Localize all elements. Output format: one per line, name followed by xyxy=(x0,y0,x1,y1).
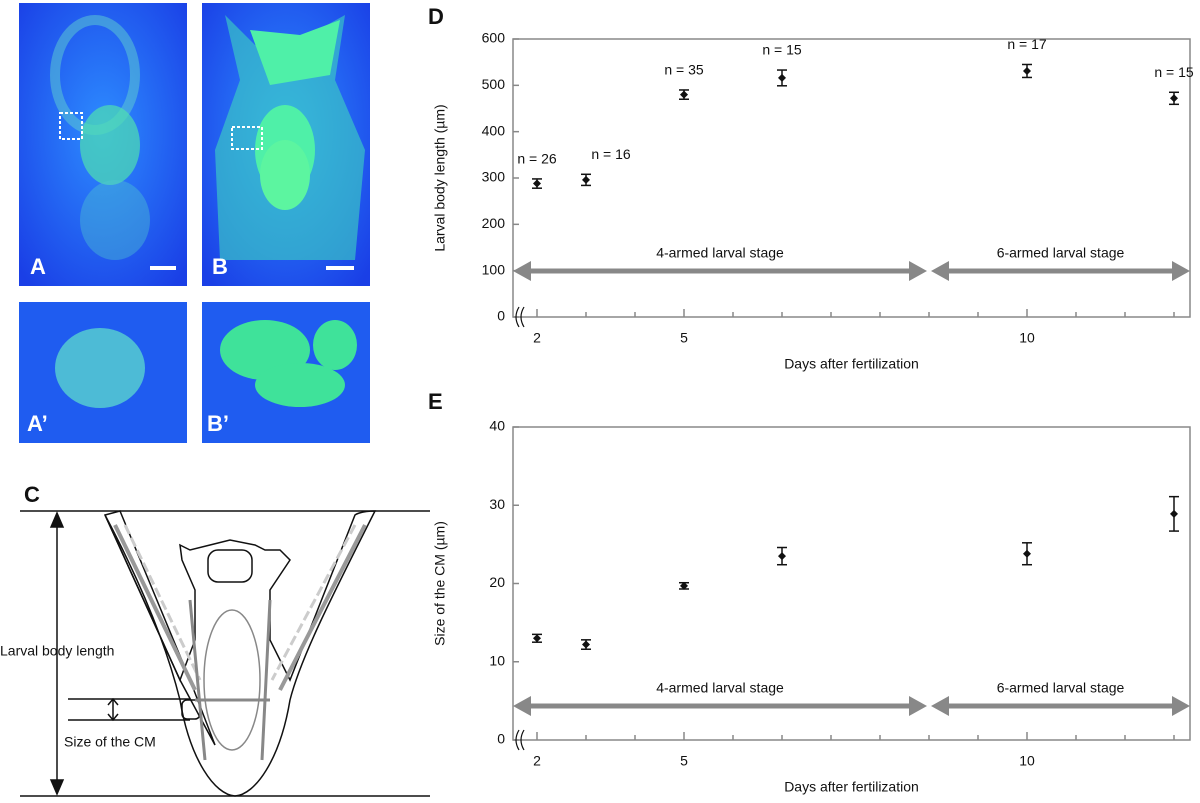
y-tick-label: 200 xyxy=(482,215,506,231)
panel-label: C xyxy=(24,482,40,507)
photo-a-prime: A’ xyxy=(19,302,187,443)
x-tick-label: 2 xyxy=(533,753,541,769)
diagram-c: Larval body length Size of the CM xyxy=(0,510,430,797)
x-tick-label: 5 xyxy=(680,330,688,346)
y-tick-label: 600 xyxy=(482,30,506,46)
stage-label: 6-armed larval stage xyxy=(997,680,1125,696)
x-axis-label: Days after fertilization xyxy=(784,779,919,795)
x-tick-label: 10 xyxy=(1019,330,1035,346)
panel-label: B’ xyxy=(207,411,229,436)
stage-label: 6-armed larval stage xyxy=(997,245,1125,261)
diagram-label: Larval body length xyxy=(0,643,114,659)
y-tick-label: 400 xyxy=(482,122,506,138)
data-point xyxy=(533,634,541,643)
y-tick-label: 100 xyxy=(482,261,506,277)
plot-frame xyxy=(512,38,1191,318)
x-tick-label: 5 xyxy=(680,753,688,769)
y-tick-label: 0 xyxy=(497,308,505,324)
sample-size-label: n = 15 xyxy=(1154,64,1194,80)
data-point xyxy=(680,90,688,99)
y-tick-label: 30 xyxy=(489,496,505,512)
data-point xyxy=(1170,509,1178,518)
sample-size-label: n = 15 xyxy=(762,42,802,58)
y-tick-label: 300 xyxy=(482,169,506,185)
stage-label: 4-armed larval stage xyxy=(656,680,784,696)
panel-label: E xyxy=(428,389,443,414)
data-point xyxy=(1170,94,1178,103)
photo-b-prime: B’ xyxy=(202,302,370,443)
data-point xyxy=(1023,549,1031,558)
data-point xyxy=(778,552,786,561)
y-tick-label: 500 xyxy=(482,76,506,92)
panel-label: A xyxy=(30,254,46,279)
photo-b: B xyxy=(202,3,370,286)
x-axis-label: Days after fertilization xyxy=(784,356,919,372)
axis-break xyxy=(515,306,525,328)
sample-size-label: n = 26 xyxy=(517,151,557,167)
panel-label: A’ xyxy=(27,411,48,436)
y-tick-label: 0 xyxy=(497,731,505,747)
y-tick-label: 10 xyxy=(489,652,505,668)
sample-size-label: n = 17 xyxy=(1007,36,1047,52)
data-point xyxy=(582,175,590,184)
stage-label: 4-armed larval stage xyxy=(656,245,784,261)
x-tick-label: 10 xyxy=(1019,753,1035,769)
x-tick-label: 2 xyxy=(533,330,541,346)
panel-label: B xyxy=(212,254,228,279)
data-point xyxy=(582,640,590,649)
y-tick-label: 20 xyxy=(489,574,505,590)
photo-a: A xyxy=(19,3,187,286)
data-point xyxy=(680,581,688,590)
sample-size-label: n = 35 xyxy=(664,62,704,78)
data-point xyxy=(778,73,786,82)
y-axis-label: Larval body length (µm) xyxy=(432,104,448,251)
diagram-label: Size of the CM xyxy=(64,734,156,750)
y-tick-label: 40 xyxy=(489,418,505,434)
data-point xyxy=(1023,66,1031,75)
axis-break xyxy=(515,729,525,751)
y-axis-label: Size of the CM (µm) xyxy=(432,521,448,646)
panel-label: D xyxy=(428,4,444,29)
data-point xyxy=(533,179,541,188)
sample-size-label: n = 16 xyxy=(591,146,631,162)
